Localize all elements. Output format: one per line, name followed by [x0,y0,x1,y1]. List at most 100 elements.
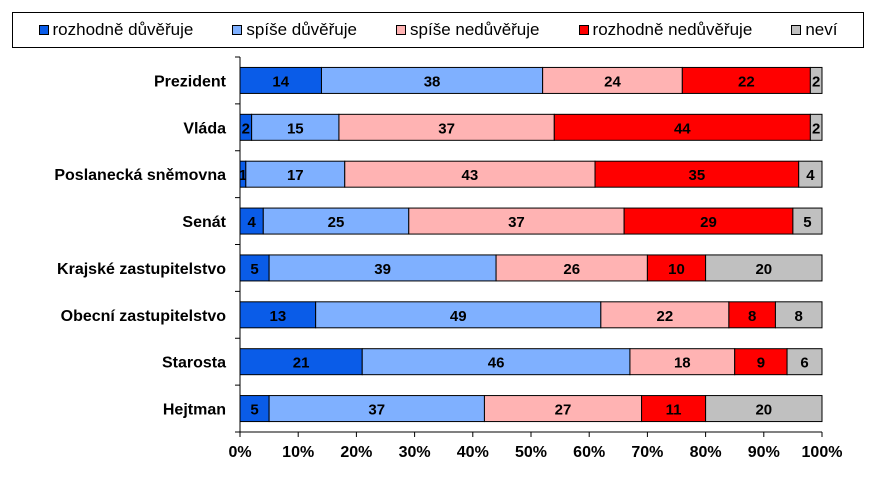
bar-segment [792,207,823,235]
category-label: Obecní zastupitelstvo [61,308,227,325]
legend-item: neví [791,20,837,40]
category-label: Vláda [183,120,226,137]
bar-segment [809,66,823,94]
data-label: 18 [674,355,691,372]
data-label: 46 [488,355,505,372]
legend-label: spíše důvěřuje [246,20,357,39]
data-label: 43 [462,167,479,184]
x-tick-label: 50% [515,444,547,461]
bar-segment [594,160,800,188]
x-tick-label: 60% [573,444,605,461]
data-label: 26 [563,261,580,278]
legend-swatch [38,25,49,35]
data-label: 2 [812,120,820,137]
data-label: 8 [795,308,803,325]
data-label: 9 [757,355,765,372]
data-label: 5 [803,214,811,231]
data-label: 37 [368,402,385,419]
data-label: 4 [806,167,815,184]
bar-segment [809,113,823,141]
data-label: 11 [666,402,682,419]
data-label: 49 [450,308,467,325]
data-label: 17 [287,167,304,184]
legend-item: spíše důvěřuje [232,20,357,40]
x-tick-label: 90% [748,444,780,461]
legend-label: neví [805,20,838,39]
bar-segment [315,301,602,329]
bar-segment [786,348,823,376]
bar-segment [705,254,823,282]
bar-segment [553,113,811,141]
bar-segment [495,254,648,282]
data-label: 13 [269,308,286,325]
category-label: Hejtman [163,402,226,419]
x-tick-label: 80% [690,444,722,461]
x-tick-label: 10% [282,444,314,461]
legend-item: rozhodně nedůvěřuje [578,20,753,40]
bar-segment [408,207,625,235]
data-label: 5 [250,261,258,278]
bar-segment [681,66,811,94]
x-tick-label: 40% [457,444,489,461]
bar-segment [262,207,410,235]
category-label: Senát [182,214,226,231]
legend-swatch [791,25,802,35]
bar-segment [600,301,730,329]
data-label: 24 [604,73,621,90]
data-label: 37 [438,120,455,137]
data-label: 44 [674,120,691,137]
x-tick-label: 0% [228,444,251,461]
legend-item: rozhodně důvěřuje [38,20,194,40]
data-label: 21 [293,355,310,372]
data-label: 39 [374,261,391,278]
data-label: 35 [689,167,706,184]
bar-segment [239,301,317,329]
data-label: 2 [812,73,820,90]
data-label: 22 [738,73,755,90]
bar-segment [239,66,322,94]
bar-segment [320,66,544,94]
data-label: 25 [328,214,345,231]
data-label: 29 [700,214,717,231]
bar-segment [239,348,363,376]
category-label: Krajské zastupitelstvo [57,261,226,278]
data-label: 6 [800,355,808,372]
bar-segment [268,254,497,282]
x-tick-label: 100% [802,444,843,461]
data-label: 20 [755,402,772,419]
legend-label: rozhodně nedůvěřuje [592,20,753,39]
data-label: 20 [755,261,772,278]
bar-segment [734,348,788,376]
x-tick-label: 20% [340,444,372,461]
legend-item: spíše nedůvěřuje [396,20,540,40]
x-tick-label: 30% [399,444,431,461]
data-label: 15 [287,120,304,137]
bar-segment [798,160,823,188]
data-label: 5 [250,402,258,419]
bar-segment [728,301,776,329]
chart-legend: rozhodně důvěřuje spíše důvěřuje spíše ned… [12,12,864,48]
category-label: Prezident [154,73,227,90]
category-label: Poslanecká sněmovna [54,167,226,184]
bar-segment [646,254,707,282]
data-label: 2 [242,120,250,137]
bar-segment [705,395,823,423]
legend-swatch [396,25,407,35]
legend-label: rozhodně důvěřuje [52,20,194,39]
data-label: 22 [657,308,674,325]
data-label: 38 [424,73,441,90]
legend-swatch [232,25,243,35]
bar-segment [245,160,346,188]
data-label: 8 [748,308,756,325]
data-label: 27 [555,402,572,419]
data-label: 14 [272,73,289,90]
bar-segment [774,301,823,329]
bar-segment [361,348,631,376]
legend-swatch [578,25,589,35]
bar-segment [344,160,596,188]
data-label: 4 [247,214,256,231]
category-label: Starosta [162,355,226,372]
legend-label: spíše nedůvěřuje [410,20,540,39]
bar-segment [338,113,555,141]
